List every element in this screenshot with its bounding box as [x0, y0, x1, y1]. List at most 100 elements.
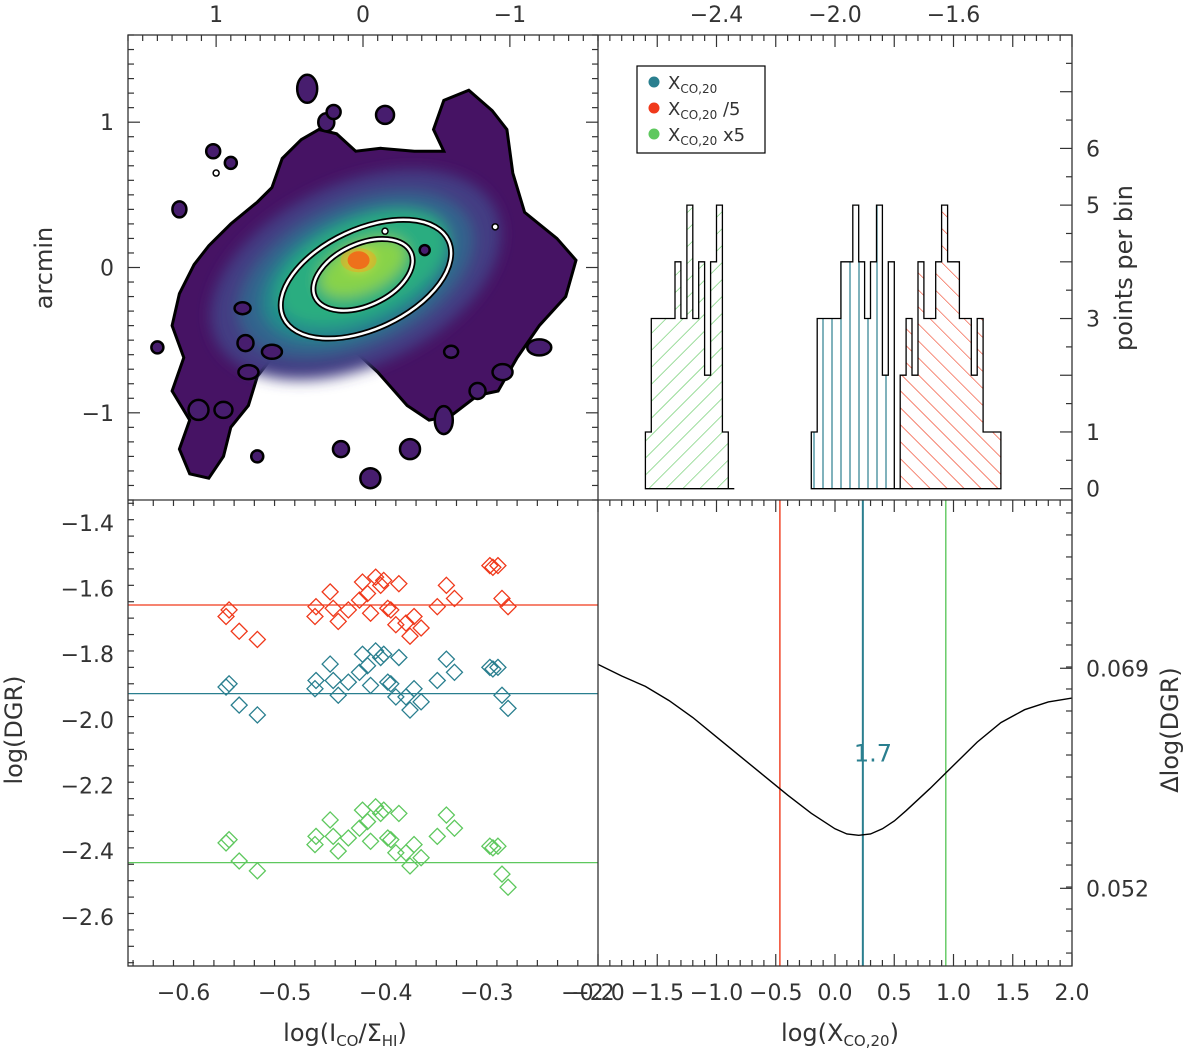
scatter-point-teal-2: [230, 696, 249, 715]
scatter-x-label-2: −0.4: [359, 981, 412, 1006]
scatter-point-green-8: [329, 842, 348, 861]
min-x-label-0: −2.0: [571, 981, 624, 1006]
min-x-label-1: −1.5: [631, 981, 684, 1006]
axis-labels: 1 0 −1 1 0 −1 −2.4 −2.0 −1.6 0 1 3 5 6 −0.6 −0.5 −0.4 −0.…: [61, 3, 1149, 1006]
scatter-point-red-3: [248, 630, 267, 649]
scatter-point-green-12: [358, 812, 377, 831]
scatter-point-green-2: [230, 852, 249, 870]
map-island-7: [468, 381, 487, 401]
scatter-point-green-18: [381, 830, 400, 849]
scatter-point-green-5: [307, 827, 325, 846]
scatter-point-teal-7: [324, 671, 343, 690]
map-island-18: [359, 466, 382, 490]
hist-right-label-2: 3: [1086, 308, 1100, 333]
min-xlabel: log(XCO,20): [781, 1019, 899, 1050]
scatter-point-green-27: [445, 819, 464, 838]
map-top-label-0: 1: [209, 3, 223, 28]
scatter-point-green-25: [428, 827, 447, 846]
contour-white-0: [279, 218, 453, 340]
min-right-label-1: 0.052: [1086, 877, 1149, 902]
scatter-point-green-17: [378, 829, 397, 847]
scatter-point-teal-16: [374, 645, 393, 664]
map-peak: [347, 251, 370, 270]
scatter-point-teal-20: [389, 648, 408, 667]
scatter-point-teal-6: [321, 655, 340, 674]
scatter-point-teal-8: [329, 686, 348, 705]
map-left-label-0: 1: [100, 111, 114, 136]
scatter-point-teal-28: [480, 658, 499, 677]
map-hole-0: [381, 227, 389, 235]
map-island-4: [223, 155, 239, 171]
scatter-point-red-30: [489, 556, 507, 575]
scatter-point-red-29: [483, 558, 502, 577]
contour-white-1: [312, 237, 414, 312]
hist-top-label-2: −1.6: [927, 3, 980, 28]
min-x-label-4: 0.0: [818, 981, 853, 1006]
min-ylabel: Δlog(DGR): [1156, 667, 1184, 792]
map-island-3: [374, 104, 396, 126]
scatter-point-green-6: [321, 811, 340, 829]
map-hole-2: [491, 223, 499, 231]
scatter-point-green-29: [483, 838, 502, 857]
hist-fill-teal: [811, 205, 901, 489]
map-island-22: [233, 300, 252, 316]
map-island-5: [204, 143, 222, 160]
scatter-point-teal-22: [401, 701, 419, 719]
scatter-point-red-16: [374, 571, 393, 590]
scatter-y-label-3: −2.0: [61, 709, 114, 734]
min-x-label-3: −0.5: [749, 981, 802, 1006]
map-island-6: [418, 243, 431, 257]
scatter-point-teal-10: [350, 663, 369, 682]
scatter-point-teal-13: [361, 676, 380, 695]
min-x-label-5: 0.5: [877, 981, 912, 1006]
map-ylabel: arcmin: [30, 227, 58, 310]
scatter-point-green-7: [324, 827, 343, 846]
hist-right-label-1: 1: [1086, 421, 1100, 446]
scatter-point-red-19: [386, 615, 405, 634]
scatter-point-red-8: [329, 612, 348, 631]
scatter-point-red-0: [220, 601, 238, 619]
hist-step-teal: [810, 204, 901, 490]
scatter-point-teal-0: [220, 674, 238, 693]
hist-fill-green: [645, 205, 735, 489]
map-island-9: [526, 338, 553, 357]
scatter-point-green-28: [480, 837, 499, 856]
scatter-point-red-6: [321, 582, 340, 601]
min-annotation: 1.7: [854, 739, 892, 767]
panel-frames: [127, 34, 1073, 967]
hist-top-label-0: −2.4: [690, 3, 743, 28]
scatter-point-teal-27: [445, 663, 464, 682]
scatter-point-teal-17: [378, 673, 397, 692]
panel-histogram: [644, 204, 1002, 490]
hist-ylabel: points per bin: [1110, 185, 1138, 351]
scatter-point-teal-26: [437, 650, 456, 669]
scatter-point-green-0: [220, 830, 238, 849]
scatter-y-label-6: −2.6: [61, 906, 114, 931]
scatter-point-red-22: [401, 627, 419, 646]
scatter-point-teal-5: [307, 671, 325, 690]
panel-minimization: 1.7: [598, 500, 1072, 966]
map-hole-1: [212, 169, 220, 177]
scatter-point-red-28: [480, 556, 499, 575]
scatter-xlabel: log(ICO/ΣHI): [283, 1019, 407, 1050]
map-island-10: [442, 344, 460, 360]
histogram-legend: XCO,20 XCO,20 /5 XCO,20 x5: [636, 65, 766, 154]
scatter-y-label-5: −2.4: [61, 840, 114, 865]
min-curve: [598, 663, 1072, 837]
scatter-point-red-7: [324, 599, 343, 618]
scatter-y-label-2: −1.8: [61, 643, 114, 668]
scatter-point-green-15: [371, 804, 390, 823]
map-island-17: [398, 437, 422, 461]
scatter-point-teal-24: [412, 692, 431, 711]
scatter-point-teal-31: [493, 686, 511, 705]
scatter-point-teal-25: [428, 671, 447, 690]
scatter-point-red-18: [381, 601, 400, 619]
map-island-11: [260, 343, 284, 361]
panel-scatter: [128, 556, 598, 897]
scatter-point-teal-12: [358, 656, 377, 675]
scatter-point-green-13: [361, 832, 380, 851]
scatter-x-label-4: −0.2: [561, 981, 614, 1006]
axis-ticks: [127, 34, 1073, 966]
legend-marker-1: [648, 102, 660, 114]
map-top-label-2: −1: [494, 3, 526, 28]
